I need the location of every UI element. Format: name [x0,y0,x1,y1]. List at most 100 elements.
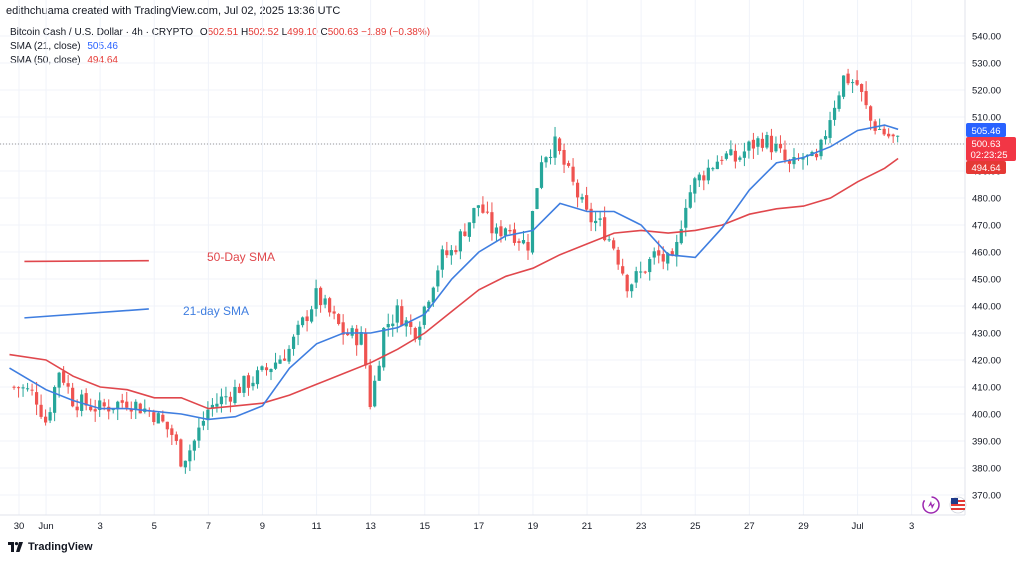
candle [878,118,882,130]
candle [282,349,287,362]
candle-body [138,403,142,414]
candle [738,155,742,162]
candle [287,345,291,365]
candle-body [521,240,526,244]
sma21-value: 505.46 [87,41,118,52]
candle [260,365,264,372]
candle [697,172,701,188]
candle-body [445,250,449,256]
candle [819,138,823,160]
candle [828,111,832,144]
sma50-row[interactable]: SMA (50, close) 494.64 [10,54,430,68]
replay-icon[interactable] [922,496,940,514]
candle-body [400,306,404,326]
sma21-row[interactable]: SMA (21, close) 505.46 [10,40,430,54]
candle [823,130,828,145]
tradingview-brand[interactable]: TradingView [8,541,93,553]
price-tick-label: 460.00 [972,248,1001,259]
candle-body [246,375,251,388]
candle-body [630,284,634,292]
candle-body [733,150,737,162]
candle-body [472,208,476,224]
candle [765,131,769,150]
candle [508,224,512,234]
candle-body [382,327,386,368]
us-flag-icon[interactable] [949,496,967,514]
candle-body [490,212,494,234]
candle-body [34,392,39,405]
candle [589,202,593,232]
candle-body [206,409,210,421]
candle [887,128,891,139]
symbol-row: Bitcoin Cash / U.S. Dollar · 4h · CRYPTO… [10,26,430,40]
candle-body [729,149,733,156]
candle-body [129,409,133,412]
candle [197,417,201,448]
candle-body [93,409,97,412]
price-tick-label: 410.00 [972,383,1001,394]
candle [319,286,323,313]
candle-body [652,251,656,258]
candle [454,245,458,255]
candle [521,230,526,245]
candle [314,279,318,317]
candle [57,371,61,398]
candle-body [359,332,363,345]
candle-body [332,311,336,314]
candle-body [787,159,792,164]
candle-body [233,387,237,404]
price-tick-label: 420.00 [972,356,1001,367]
candle-body [255,370,260,385]
candle-body [296,324,300,335]
candle [684,199,688,237]
candle-body [634,271,638,283]
candle-body [386,324,390,328]
change-value: −1.89 (−0.38%) [361,27,431,38]
symbol-name[interactable]: Bitcoin Cash / U.S. Dollar · 4h · CRYPTO [10,27,194,38]
time-tick-label: 25 [690,521,701,532]
candle [778,135,783,153]
candle [882,126,886,137]
sma21-line [9,124,899,421]
candle-body [215,403,219,407]
candle [503,227,508,241]
close-label: C [320,27,328,38]
candle [729,140,733,156]
candle-body [616,249,620,265]
price-tick-label: 390.00 [972,437,1001,448]
candle [224,386,228,405]
sma21-annotation: 21-day SMA [183,304,249,318]
candle [373,375,377,408]
candle-body [152,412,156,423]
chart-legend: Bitcoin Cash / U.S. Dollar · 4h · CRYPTO… [10,26,430,68]
sma50-line [9,157,899,410]
candle-body [765,134,769,148]
time-tick-label: 13 [365,521,376,532]
sma50-price-badge [966,161,1006,174]
price-tick-label: 480.00 [972,194,1001,205]
sma21-price-badge [966,123,1006,137]
candle-body [328,298,332,313]
candle [111,409,115,414]
time-tick-label: Jul [851,521,863,532]
candle-body [535,188,539,209]
candle-body [517,241,521,243]
candle-body [179,439,183,467]
candle [71,382,75,408]
candle-body [454,250,458,253]
candle [440,245,444,278]
time-tick-label: 30 [14,521,25,532]
candle-body [237,386,242,393]
candle-body [697,174,701,181]
candle [291,334,296,356]
candle [323,294,327,309]
candle-body [481,204,485,213]
price-tick-label: 440.00 [972,302,1001,313]
candle-body [224,396,228,398]
candle-body [693,178,697,194]
price-tick-label: 530.00 [972,59,1001,70]
candle [566,160,571,168]
candle-body [192,440,196,451]
candle-body [467,222,471,237]
